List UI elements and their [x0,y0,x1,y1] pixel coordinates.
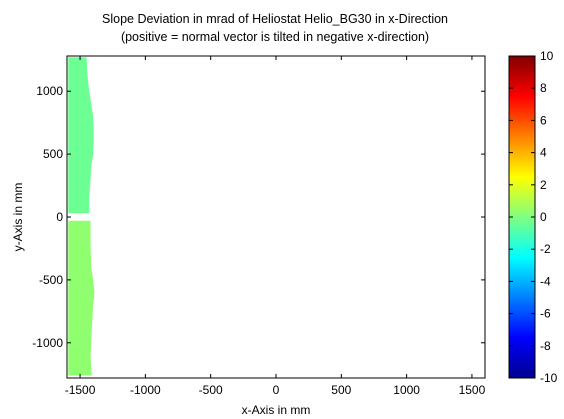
x-tick-label: 1000 [393,383,420,397]
plot-frame [67,56,485,378]
x-tick-label: -1500 [65,383,96,397]
colorbar-tick-label: 4 [540,146,547,160]
facet-upper [68,57,93,213]
colorbar-tick-label: -4 [540,274,551,288]
x-axis: -1500 -1000 -500 0 500 1000 1500 [65,56,486,397]
x-tick-label: 0 [273,383,280,397]
x-tick-label: 500 [331,383,351,397]
x-tick-label: -1000 [130,383,161,397]
y-axis: -1000 -500 0 500 1000 [32,84,485,350]
colorbar-tick-label: 8 [540,81,547,95]
colorbar-tick-label: -8 [540,339,551,353]
facet-lower [68,221,94,376]
colorbar-tick-label: -6 [540,307,551,321]
y-tick-label: 1000 [36,84,63,98]
colorbar-tick-label: 2 [540,178,547,192]
y-tick-label: -1000 [32,336,63,350]
colorbar-tick-label: -2 [540,242,551,256]
colorbar-tick-label: 6 [540,113,547,127]
x-axis-label: x-Axis in mm [242,403,311,417]
y-axis-label: y-Axis in mm [11,183,25,252]
colorbar-tick-label: -10 [540,371,558,385]
colorbar-tick-label: 0 [540,210,547,224]
x-tick-label: -500 [199,383,223,397]
y-tick-label: -500 [39,273,63,287]
y-tick-label: 500 [43,147,63,161]
chart-title: Slope Deviation in mrad of Heliostat Hel… [102,12,448,26]
x-tick-label: 1500 [459,383,486,397]
chart-subtitle: (positive = normal vector is tilted in n… [121,30,429,44]
y-tick-label: 0 [56,210,63,224]
colorbar-tick-label: 10 [540,49,554,63]
surface-layer [68,57,94,375]
